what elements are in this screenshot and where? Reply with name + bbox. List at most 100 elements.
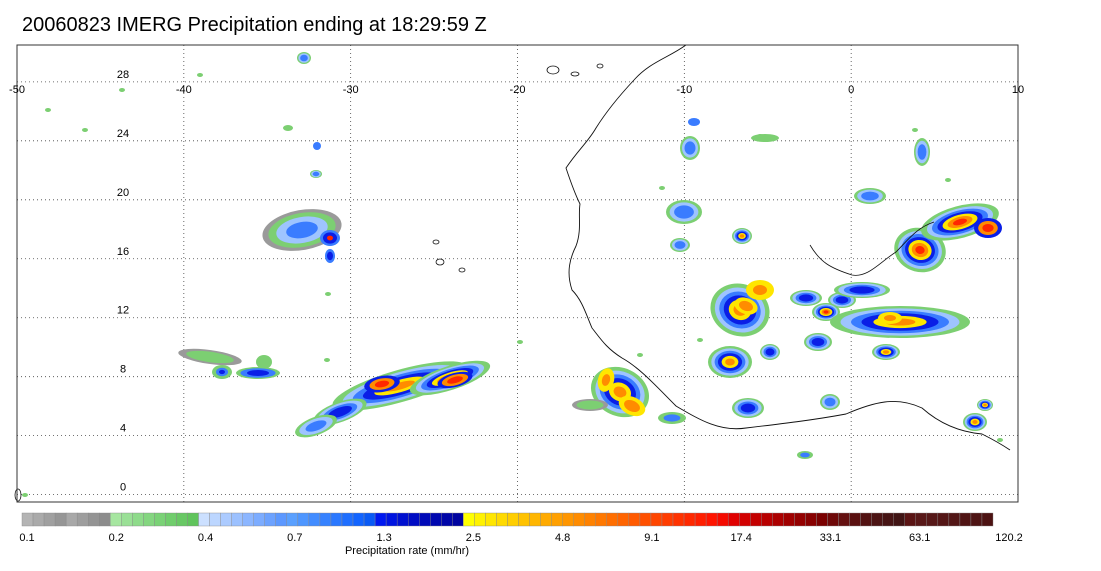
colorbar-swatch bbox=[286, 512, 299, 527]
rain-cell bbox=[256, 355, 272, 369]
colorbar-swatch bbox=[838, 512, 850, 527]
rain-cell bbox=[310, 170, 322, 178]
colorbar-swatch bbox=[783, 512, 795, 527]
colorbar-swatch bbox=[904, 512, 916, 527]
colorbar-swatch bbox=[352, 512, 365, 527]
colorbar-swatch bbox=[794, 512, 806, 527]
colorbar-swatch bbox=[319, 512, 332, 527]
colorbar-swatch bbox=[959, 512, 972, 527]
colorbar-swatch bbox=[683, 512, 696, 527]
colorbar-swatch bbox=[639, 512, 652, 527]
island-outline bbox=[432, 239, 440, 245]
colorbar-swatch bbox=[926, 512, 939, 527]
colorbar-swatch bbox=[562, 512, 574, 527]
rain-cell bbox=[732, 228, 752, 244]
rain-cell bbox=[658, 412, 686, 424]
colorbar-swatch bbox=[54, 512, 67, 527]
rain-cell bbox=[997, 438, 1003, 442]
rain-cell bbox=[688, 118, 700, 126]
rain-cell bbox=[236, 367, 280, 379]
colorbar-swatch bbox=[242, 512, 254, 527]
island-outline bbox=[570, 71, 580, 77]
rain-cell bbox=[178, 348, 242, 366]
colorbar-swatch bbox=[341, 512, 354, 527]
longitude-label: 10 bbox=[1012, 84, 1024, 96]
latitude-label: 28 bbox=[117, 69, 129, 81]
colorbar-swatch bbox=[65, 512, 78, 527]
colorbar-tick-label: 0.1 bbox=[19, 532, 34, 544]
colorbar-swatch bbox=[595, 512, 608, 527]
colorbar-swatch bbox=[606, 512, 619, 527]
colorbar-swatch bbox=[727, 512, 740, 527]
colorbar-swatch bbox=[407, 512, 420, 527]
rain-cell bbox=[197, 73, 203, 77]
rain-cell bbox=[790, 290, 822, 306]
longitude-label: -30 bbox=[343, 84, 359, 96]
colorbar-swatch bbox=[32, 512, 45, 527]
colorbar-swatch bbox=[540, 512, 552, 527]
rain-cell bbox=[914, 138, 930, 166]
colorbar-swatch bbox=[750, 512, 762, 527]
island-outline bbox=[546, 65, 560, 75]
longitude-label: -10 bbox=[676, 84, 692, 96]
rain-cell bbox=[974, 218, 1002, 238]
colorbar-swatch bbox=[264, 512, 276, 527]
island-outline bbox=[435, 258, 445, 266]
rain-cell bbox=[297, 52, 311, 64]
rain-cell bbox=[637, 353, 643, 357]
rain-cell bbox=[670, 238, 690, 252]
rain-cell bbox=[320, 230, 340, 246]
colorbar-swatch bbox=[860, 512, 872, 527]
colorbar-swatch bbox=[430, 512, 442, 527]
colorbar-swatch bbox=[308, 512, 321, 527]
colorbar-swatch bbox=[176, 512, 188, 527]
colorbar-swatch bbox=[363, 512, 376, 527]
island-outline bbox=[458, 267, 466, 273]
island-outline bbox=[14, 488, 22, 502]
colorbar-swatch bbox=[21, 512, 34, 527]
axis-labels: -50 -40 -30 -20 -10 0 10 0 4 8 12 16 20 24 28 bbox=[9, 69, 1024, 494]
colorbar-swatch bbox=[628, 512, 641, 527]
rain-cell bbox=[734, 297, 758, 315]
colorbar-swatch bbox=[231, 512, 243, 527]
colorbar-swatch bbox=[209, 512, 221, 527]
latitude-label: 20 bbox=[117, 187, 129, 199]
rain-cell bbox=[834, 282, 890, 298]
rain-cell bbox=[977, 399, 993, 411]
colorbar-swatch bbox=[99, 512, 111, 527]
colorbar-swatch bbox=[672, 512, 685, 527]
rain-cell bbox=[854, 188, 886, 204]
rain-cell bbox=[82, 128, 88, 132]
colorbar-swatch bbox=[419, 512, 431, 527]
colorbar-swatch bbox=[882, 512, 894, 527]
rain-cell bbox=[697, 338, 703, 342]
colorbar-tick-label: 17.4 bbox=[730, 532, 751, 544]
colorbar-swatch bbox=[374, 512, 387, 527]
colorbar-swatch bbox=[871, 512, 883, 527]
rain-cell bbox=[912, 128, 918, 132]
rain-cell bbox=[757, 134, 763, 138]
colorbar-tick-label: 33.1 bbox=[820, 532, 841, 544]
colorbar-swatch bbox=[661, 512, 674, 527]
colorbar-swatch bbox=[297, 512, 310, 527]
rain-cell bbox=[708, 346, 752, 378]
colorbar-swatch bbox=[694, 512, 707, 527]
colorbar-swatch bbox=[110, 512, 122, 527]
colorbar-swatch bbox=[396, 512, 409, 527]
colorbar-swatch bbox=[915, 512, 927, 527]
map-title: 20060823 IMERG Precipitation ending at 1… bbox=[22, 14, 487, 36]
rain-cell bbox=[666, 200, 702, 224]
colorbar-swatch bbox=[452, 512, 464, 527]
colorbar-swatch bbox=[650, 512, 663, 527]
colorbar-swatch bbox=[772, 512, 784, 527]
colorbar-swatch bbox=[507, 512, 519, 527]
rain-cell bbox=[262, 209, 342, 251]
rain-cell bbox=[812, 303, 840, 321]
rain-cell bbox=[325, 249, 335, 263]
colorbar-swatch bbox=[893, 512, 905, 527]
colorbar-swatch bbox=[981, 512, 994, 527]
rain-cell bbox=[804, 333, 832, 351]
colorbar-swatch bbox=[132, 512, 144, 527]
rain-cell bbox=[751, 134, 779, 142]
